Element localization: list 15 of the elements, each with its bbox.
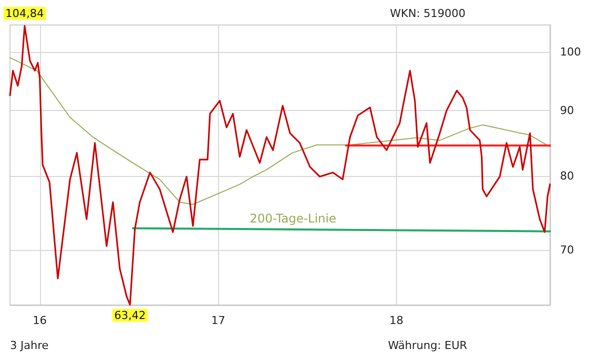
text: Währung: EUR xyxy=(388,339,468,352)
x-tick-label: 18 xyxy=(389,314,404,327)
annotation: 104,84 xyxy=(5,6,44,20)
annotation: 63,42 xyxy=(114,308,146,322)
y-tick-label: 90 xyxy=(560,104,574,118)
y-tick-label: 80 xyxy=(560,169,574,182)
line-series xyxy=(10,57,550,205)
text: 200-Tage-Linie xyxy=(250,211,336,226)
x-tick-label: 17 xyxy=(211,314,226,327)
text: 3 Jahre xyxy=(10,339,49,352)
text: WKN: 519000 xyxy=(390,7,466,20)
line-series xyxy=(9,25,551,306)
y-tick-label: 100 xyxy=(560,46,581,59)
y-tick-label: 70 xyxy=(560,244,574,257)
x-tick-label: 16 xyxy=(32,314,47,327)
